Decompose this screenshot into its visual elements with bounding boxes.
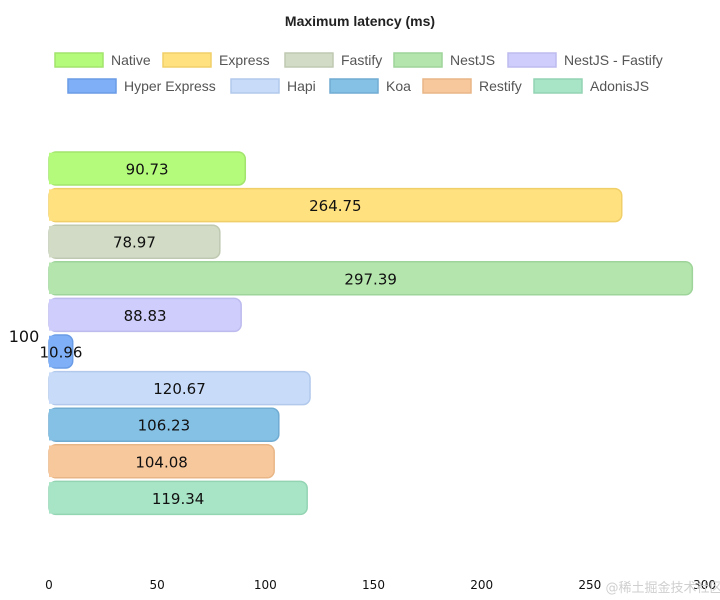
- legend-label: NestJS - Fastify: [564, 52, 663, 68]
- legend-swatch: [533, 78, 583, 94]
- watermark: @稀土掘金技术社区: [605, 580, 720, 596]
- bar-value-label-nestjs: 297.39: [344, 270, 397, 288]
- bar-value-label-express: 264.75: [309, 197, 362, 215]
- x-tick-label: 300: [693, 578, 716, 592]
- legend-item-koa[interactable]: Koa: [329, 78, 411, 94]
- legend-item-fastify[interactable]: Fastify: [284, 52, 382, 68]
- legend-swatch: [507, 52, 557, 68]
- bar-value-label-hapi: 120.67: [153, 380, 206, 398]
- legend-swatch: [54, 52, 104, 68]
- x-tick-label: 150: [362, 578, 385, 592]
- legend-label: Express: [219, 52, 270, 68]
- legend-item-native[interactable]: Native: [54, 52, 151, 68]
- bar-value-label-restify: 104.08: [135, 453, 188, 471]
- legend-item-adonisjs[interactable]: AdonisJS: [533, 78, 649, 94]
- bar-hyper-express-edge: [49, 335, 57, 368]
- bar-fastify-edge: [49, 225, 57, 258]
- legend-swatch: [162, 52, 212, 68]
- x-tick-label: 250: [578, 578, 601, 592]
- legend-item-nestjs[interactable]: NestJS: [393, 52, 495, 68]
- bar-value-label-fastify: 78.97: [113, 234, 156, 252]
- bar-koa-edge: [49, 408, 57, 441]
- bar-value-label-koa: 106.23: [138, 417, 191, 435]
- legend-item-hyper-express[interactable]: Hyper Express: [67, 78, 216, 94]
- legend-label: AdonisJS: [590, 78, 649, 94]
- bar-value-label-hyper-express: 10.96: [40, 344, 83, 362]
- legend: Native Express Fastify NestJS NestJS - Fasti…: [54, 52, 663, 94]
- bars: [48, 151, 694, 516]
- legend-swatch: [393, 52, 443, 68]
- x-tick-label: 100: [254, 578, 277, 592]
- bar-restify-edge: [49, 445, 57, 478]
- legend-label: NestJS: [450, 52, 495, 68]
- bar-adonisjs-edge: [49, 482, 57, 514]
- x-tick-label: 0: [45, 578, 53, 592]
- legend-item-nestjs-fastify[interactable]: NestJS - Fastify: [507, 52, 663, 68]
- legend-label: Fastify: [341, 52, 382, 68]
- legend-swatch: [422, 78, 472, 94]
- legend-label: Koa: [386, 78, 411, 94]
- legend-swatch: [230, 78, 280, 94]
- legend-item-express[interactable]: Express: [162, 52, 270, 68]
- legend-label: Hyper Express: [124, 78, 216, 94]
- bar-value-label-native: 90.73: [126, 161, 169, 179]
- bar-nestjs-fastify-edge: [49, 299, 57, 331]
- y-tick-label: 100: [9, 327, 40, 346]
- bar-nestjs-edge: [49, 262, 57, 295]
- x-tick-label: 50: [150, 578, 165, 592]
- legend-label: Restify: [479, 78, 522, 94]
- bar-native-edge: [49, 152, 57, 185]
- x-tick-label: 200: [470, 578, 493, 592]
- bar-hapi-edge: [49, 372, 57, 404]
- legend-swatch: [284, 52, 334, 68]
- legend-item-hapi[interactable]: Hapi: [230, 78, 316, 94]
- legend-swatch: [67, 78, 117, 94]
- category-labels: 100: [9, 327, 40, 346]
- bar-value-labels: 90.73 264.75 78.97 297.39 88.83 10.96 120.67 10…: [40, 161, 397, 508]
- bar-value-label-nestjs-fastify: 88.83: [124, 307, 167, 325]
- legend-label: Native: [111, 52, 151, 68]
- legend-label: Hapi: [287, 78, 316, 94]
- legend-item-restify[interactable]: Restify: [422, 78, 522, 94]
- chart-title: Maximum latency (ms): [285, 13, 435, 29]
- bar-value-label-adonisjs: 119.34: [152, 490, 205, 508]
- bar-express-edge: [49, 189, 57, 221]
- legend-swatch: [329, 78, 379, 94]
- x-axis: 0 50 100 150 200 250 300: [45, 578, 716, 592]
